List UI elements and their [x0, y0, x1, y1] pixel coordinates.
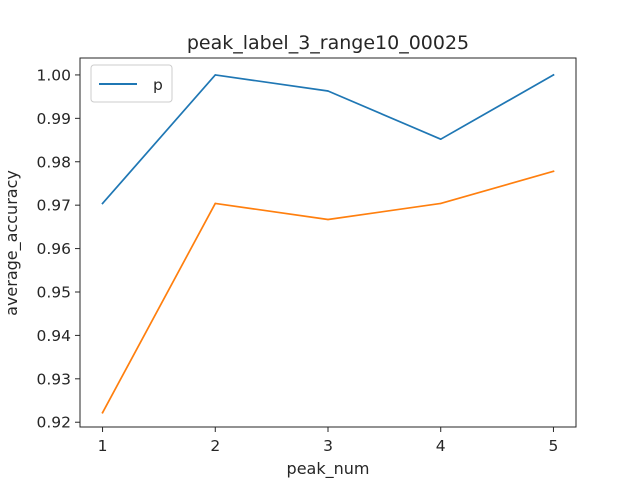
x-tick-label: 2	[210, 437, 220, 455]
legend-label-p: p	[153, 76, 163, 94]
x-tick-label: 5	[549, 437, 559, 455]
y-tick-label: 0.99	[36, 110, 71, 128]
x-tick-label: 1	[98, 437, 108, 455]
data-point	[439, 202, 442, 205]
data-point	[327, 90, 329, 92]
data-point	[327, 218, 329, 221]
x-tick-label: 3	[323, 437, 333, 455]
y-axis-label: average_accuracy	[2, 170, 22, 316]
y-tick-label: 0.97	[36, 197, 71, 215]
x-axis: 1 2 3 4 5	[98, 427, 559, 455]
y-axis: 0.92 0.93 0.94 0.95 0.96 0.97 0.98 0.99 1.00	[36, 66, 80, 432]
data-point	[552, 170, 555, 173]
y-tick-label: 0.96	[36, 240, 71, 258]
data-point	[101, 202, 104, 205]
data-point	[214, 74, 217, 76]
legend: p	[90, 64, 173, 103]
data-point	[214, 202, 217, 205]
y-tick-label: 0.95	[36, 283, 71, 301]
data-point	[439, 138, 442, 140]
chart-title: peak_label_3_range10_00025	[187, 32, 469, 54]
y-tick-label: 0.92	[36, 414, 71, 432]
y-tick-label: 1.00	[36, 66, 71, 84]
x-tick-label: 4	[436, 437, 446, 455]
y-tick-label: 0.98	[36, 153, 71, 171]
y-tick-label: 0.93	[36, 370, 71, 388]
data-point	[552, 74, 555, 76]
x-axis-label: peak_num	[287, 459, 370, 479]
data-point	[101, 411, 104, 414]
series-lines	[101, 73, 555, 414]
y-tick-label: 0.94	[36, 327, 71, 345]
